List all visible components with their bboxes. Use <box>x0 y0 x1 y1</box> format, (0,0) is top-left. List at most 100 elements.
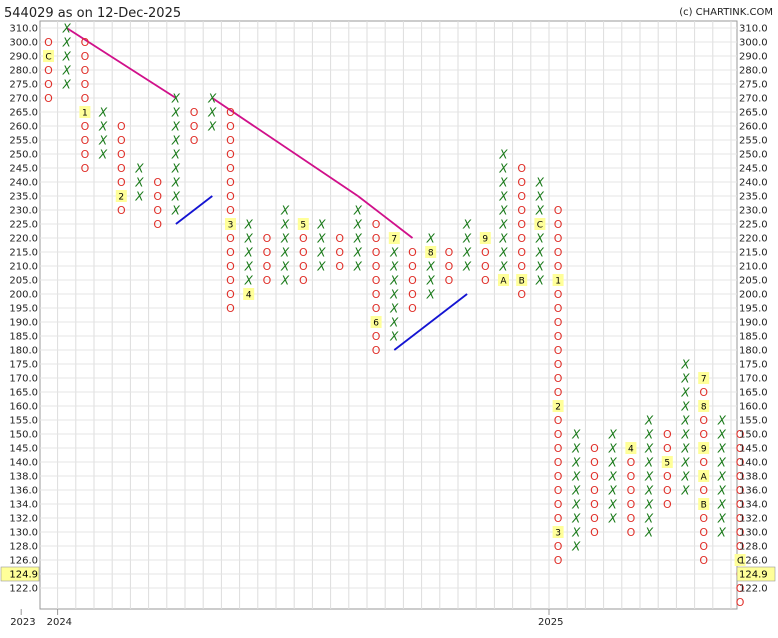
x-box: X <box>62 22 72 36</box>
x-tick-label: 2023 <box>10 617 35 628</box>
y-tick-right: 255.0 <box>739 136 768 147</box>
x-box: X <box>353 204 363 218</box>
month-marker-box <box>388 232 400 244</box>
support-trendline <box>393 293 468 351</box>
x-box: X <box>571 512 581 526</box>
x-box: X <box>680 428 690 442</box>
o-box: O <box>408 302 417 315</box>
y-tick-right: 310.0 <box>739 24 768 35</box>
support-trendline <box>175 195 213 225</box>
x-tick-label: 2025 <box>538 617 563 628</box>
y-tick-right: 165.0 <box>739 388 768 399</box>
o-box: O <box>263 274 272 287</box>
month-marker: A <box>701 473 708 483</box>
o-box: O <box>736 428 745 441</box>
x-box: X <box>608 428 618 442</box>
x-box: X <box>608 442 618 456</box>
o-box: O <box>554 442 563 455</box>
month-marker-box <box>243 288 255 300</box>
x-box: X <box>535 204 545 218</box>
month-marker-box <box>552 274 564 286</box>
o-box: O <box>699 428 708 441</box>
o-box: O <box>554 260 563 273</box>
x-box: X <box>680 442 690 456</box>
o-box: O <box>81 162 90 175</box>
x-box: X <box>280 218 290 232</box>
x-box: X <box>280 246 290 260</box>
y-tick-right: 235.0 <box>739 192 768 203</box>
o-box: O <box>408 246 417 259</box>
x-box: X <box>608 470 618 484</box>
o-box: O <box>627 470 636 483</box>
x-box: X <box>171 176 181 190</box>
month-marker-box <box>552 526 564 538</box>
month-marker: 4 <box>628 445 634 455</box>
y-tick-right: 215.0 <box>739 248 768 259</box>
o-box: O <box>226 288 235 301</box>
month-marker: 5 <box>664 459 670 469</box>
y-tick-left: 160.0 <box>9 402 38 413</box>
month-marker-box <box>115 190 127 202</box>
y-tick-right: 240.0 <box>739 178 768 189</box>
y-tick-left: 210.0 <box>9 262 38 273</box>
x-box: X <box>498 246 508 260</box>
o-box: O <box>554 232 563 245</box>
y-tick-left: 250.0 <box>9 150 38 161</box>
o-box: O <box>517 218 526 231</box>
o-box: O <box>226 134 235 147</box>
o-box: O <box>554 470 563 483</box>
o-box: O <box>226 232 235 245</box>
x-box: X <box>389 246 399 260</box>
o-box: O <box>263 246 272 259</box>
o-box: O <box>554 414 563 427</box>
y-tick-right: 170.0 <box>739 374 768 385</box>
o-box: O <box>627 526 636 539</box>
o-box: O <box>372 274 381 287</box>
o-box: O <box>153 218 162 231</box>
x-box: X <box>498 232 508 246</box>
x-box: X <box>571 470 581 484</box>
x-box: X <box>280 232 290 246</box>
x-box: X <box>316 232 326 246</box>
o-box: O <box>590 526 599 539</box>
o-box: O <box>299 232 308 245</box>
month-marker-box <box>534 218 546 230</box>
y-tick-right: 270.0 <box>739 94 768 105</box>
y-tick-right: 205.0 <box>739 276 768 287</box>
y-tick-right: 250.0 <box>739 150 768 161</box>
column-marks: OCOOOXXXXXOOOOO1OOOOXXXXOOOOO2OXXXOOOOXX… <box>43 22 746 609</box>
o-box: O <box>554 512 563 525</box>
x-box: X <box>571 428 581 442</box>
x-box: X <box>571 540 581 554</box>
x-box: X <box>608 456 618 470</box>
x-box: X <box>134 190 144 204</box>
month-marker: 1 <box>82 109 88 119</box>
y-tick-right: 275.0 <box>739 80 768 91</box>
o-box: O <box>226 260 235 273</box>
o-box: O <box>627 512 636 525</box>
o-box: O <box>81 78 90 91</box>
o-box: O <box>226 148 235 161</box>
y-tick-right: 200.0 <box>739 290 768 301</box>
o-box: O <box>590 512 599 525</box>
o-box: O <box>736 582 745 595</box>
y-tick-left: 240.0 <box>9 178 38 189</box>
x-box: X <box>571 442 581 456</box>
x-box: X <box>680 372 690 386</box>
x-box: X <box>207 92 217 106</box>
x-box: X <box>717 428 727 442</box>
x-box: X <box>62 50 72 64</box>
grid <box>39 20 738 610</box>
x-box: X <box>244 246 254 260</box>
o-box: O <box>663 442 672 455</box>
o-box: O <box>590 442 599 455</box>
o-box: O <box>44 36 53 49</box>
x-box: X <box>608 512 618 526</box>
o-box: O <box>299 260 308 273</box>
o-box: O <box>408 260 417 273</box>
x-box: X <box>644 498 654 512</box>
x-box: X <box>717 512 727 526</box>
o-box: O <box>226 246 235 259</box>
x-box: X <box>389 316 399 330</box>
x-box: X <box>680 456 690 470</box>
